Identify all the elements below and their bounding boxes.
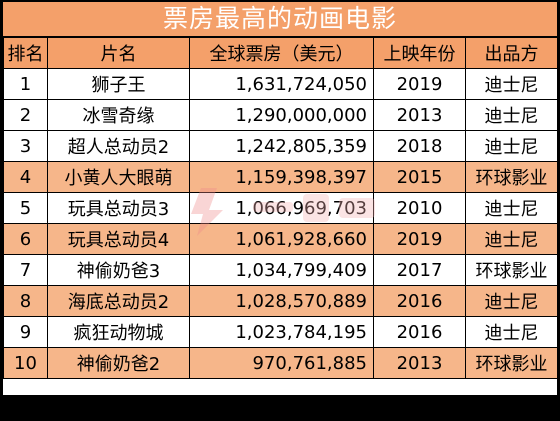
cell-studio: 迪士尼 bbox=[465, 99, 557, 131]
cell-name: 神偷奶爸2 bbox=[47, 347, 190, 379]
cell-rank: 4 bbox=[3, 161, 48, 193]
cell-gross: 1,242,805,359 bbox=[189, 130, 374, 162]
cell-name: 玩具总动员4 bbox=[47, 223, 190, 255]
cell-name: 冰雪奇缘 bbox=[47, 99, 190, 131]
cell-year: 2019 bbox=[373, 68, 466, 100]
cell-rank: 2 bbox=[3, 99, 48, 131]
cell-rank: 10 bbox=[3, 347, 48, 379]
cell-year: 2018 bbox=[373, 130, 466, 162]
cell-gross: 1,631,724,050 bbox=[189, 68, 374, 100]
cell-studio: 迪士尼 bbox=[465, 130, 557, 162]
table-row: 9 疯狂动物城 1,023,784,195 2016 迪士尼 bbox=[3, 316, 557, 348]
cell-studio: 迪士尼 bbox=[465, 68, 557, 100]
cell-year: 2015 bbox=[373, 161, 466, 193]
cell-gross: 1,061,928,660 bbox=[189, 223, 374, 255]
table-row: 1 狮子王 1,631,724,050 2019 迪士尼 bbox=[3, 68, 557, 100]
cell-gross: 1,159,398,397 bbox=[189, 161, 374, 193]
table-row: 7 神偷奶爸3 1,034,799,409 2017 环球影业 bbox=[3, 254, 557, 286]
cell-gross: 1,066,969,703 bbox=[189, 192, 374, 224]
cell-year: 2013 bbox=[373, 99, 466, 131]
cell-gross: 1,023,784,195 bbox=[189, 316, 374, 348]
cell-year: 2019 bbox=[373, 223, 466, 255]
header-studio: 出品方 bbox=[465, 37, 557, 69]
table-row: 5 玩具总动员3 1,066,969,703 2010 迪士尼 bbox=[3, 192, 557, 224]
cell-studio: 迪士尼 bbox=[465, 285, 557, 317]
header-year: 上映年份 bbox=[373, 37, 466, 69]
cell-rank: 6 bbox=[3, 223, 48, 255]
box-office-table-sheet: 票房最高的动画电影 排名 片名 全球票房（美元） 上映年份 出品方 1 狮子王 … bbox=[3, 2, 557, 395]
header-row: 排名 片名 全球票房（美元） 上映年份 出品方 bbox=[3, 37, 557, 69]
cell-gross: 970,761,885 bbox=[189, 347, 374, 379]
cell-year: 2010 bbox=[373, 192, 466, 224]
cell-year: 2017 bbox=[373, 254, 466, 286]
table-row: 2 冰雪奇缘 1,290,000,000 2013 迪士尼 bbox=[3, 99, 557, 131]
cell-gross: 1,028,570,889 bbox=[189, 285, 374, 317]
table-row: 4 小黄人大眼萌 1,159,398,397 2015 环球影业 bbox=[3, 161, 557, 193]
table-title: 票房最高的动画电影 bbox=[3, 2, 557, 37]
box-office-table: 排名 片名 全球票房（美元） 上映年份 出品方 1 狮子王 1,631,724,… bbox=[3, 37, 557, 379]
cell-rank: 8 bbox=[3, 285, 48, 317]
cell-gross: 1,034,799,409 bbox=[189, 254, 374, 286]
cell-studio: 迪士尼 bbox=[465, 192, 557, 224]
cell-name: 狮子王 bbox=[47, 68, 190, 100]
cell-rank: 1 bbox=[3, 68, 48, 100]
cell-studio: 环球影业 bbox=[465, 347, 557, 379]
cell-name: 小黄人大眼萌 bbox=[47, 161, 190, 193]
cell-studio: 迪士尼 bbox=[465, 223, 557, 255]
header-gross: 全球票房（美元） bbox=[189, 37, 374, 69]
cell-studio: 环球影业 bbox=[465, 254, 557, 286]
cell-name: 超人总动员2 bbox=[47, 130, 190, 162]
cell-rank: 3 bbox=[3, 130, 48, 162]
table-row: 10 神偷奶爸2 970,761,885 2013 环球影业 bbox=[3, 347, 557, 379]
cell-name: 神偷奶爸3 bbox=[47, 254, 190, 286]
cell-gross: 1,290,000,000 bbox=[189, 99, 374, 131]
header-rank: 排名 bbox=[3, 37, 48, 69]
table-row: 6 玩具总动员4 1,061,928,660 2019 迪士尼 bbox=[3, 223, 557, 255]
cell-rank: 7 bbox=[3, 254, 48, 286]
header-name: 片名 bbox=[47, 37, 190, 69]
cell-studio: 环球影业 bbox=[465, 161, 557, 193]
cell-rank: 9 bbox=[3, 316, 48, 348]
cell-year: 2016 bbox=[373, 285, 466, 317]
cell-year: 2016 bbox=[373, 316, 466, 348]
cell-year: 2013 bbox=[373, 347, 466, 379]
cell-studio: 迪士尼 bbox=[465, 316, 557, 348]
cell-name: 玩具总动员3 bbox=[47, 192, 190, 224]
cell-rank: 5 bbox=[3, 192, 48, 224]
cell-name: 海底总动员2 bbox=[47, 285, 190, 317]
table-row: 3 超人总动员2 1,242,805,359 2018 迪士尼 bbox=[3, 130, 557, 162]
table-row: 8 海底总动员2 1,028,570,889 2016 迪士尼 bbox=[3, 285, 557, 317]
cell-name: 疯狂动物城 bbox=[47, 316, 190, 348]
